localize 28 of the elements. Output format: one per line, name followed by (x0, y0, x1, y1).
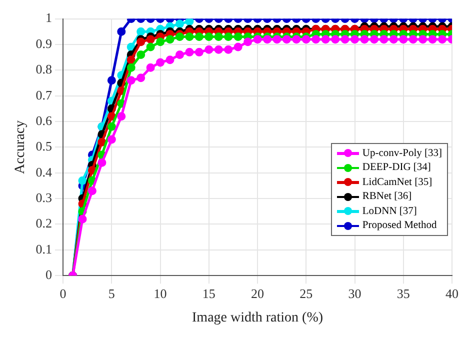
x-tick-label: 35 (396, 286, 410, 301)
y-tick-label: 0.6 (36, 112, 53, 128)
x-tick-label: 30 (348, 286, 362, 301)
y-tick-label: 0.3 (36, 190, 52, 205)
x-tick-label: 10 (154, 286, 167, 301)
x-tick-label: 5 (108, 286, 115, 301)
y-tick-label: 0.5 (36, 138, 52, 154)
x-tick-label: 40 (446, 286, 458, 301)
legend-label: Up-conv-Poly [33] (362, 148, 442, 159)
legend-label: LidCamNet [35] (362, 176, 432, 188)
y-tick-label: 0 (46, 267, 52, 282)
y-tick-label: 1 (46, 10, 52, 26)
x-tick-label: 0 (60, 286, 66, 301)
legend-label: LoDNN [37] (362, 206, 417, 217)
legend-label: RBNet [36] (362, 191, 412, 202)
y-tick-label: 0.1 (36, 241, 52, 256)
y-tick-label: 0.9 (36, 36, 52, 51)
x-tick-label: 15 (202, 286, 216, 301)
legend-label: Proposed Method (362, 220, 437, 232)
x-tick-label: 25 (300, 286, 313, 301)
x-axis-title: Image width ration (%) (192, 310, 324, 326)
y-tick-label: 0.4 (36, 164, 53, 180)
x-tick-label: 20 (251, 286, 264, 301)
y-tick-label: 0.8 (36, 62, 52, 77)
legend-label: DEEP-DIG [34] (362, 162, 431, 174)
y-tick-label: 0.2 (36, 216, 52, 231)
y-axis-title: Accuracy (13, 120, 28, 174)
y-tick-label: 0.7 (36, 87, 53, 102)
